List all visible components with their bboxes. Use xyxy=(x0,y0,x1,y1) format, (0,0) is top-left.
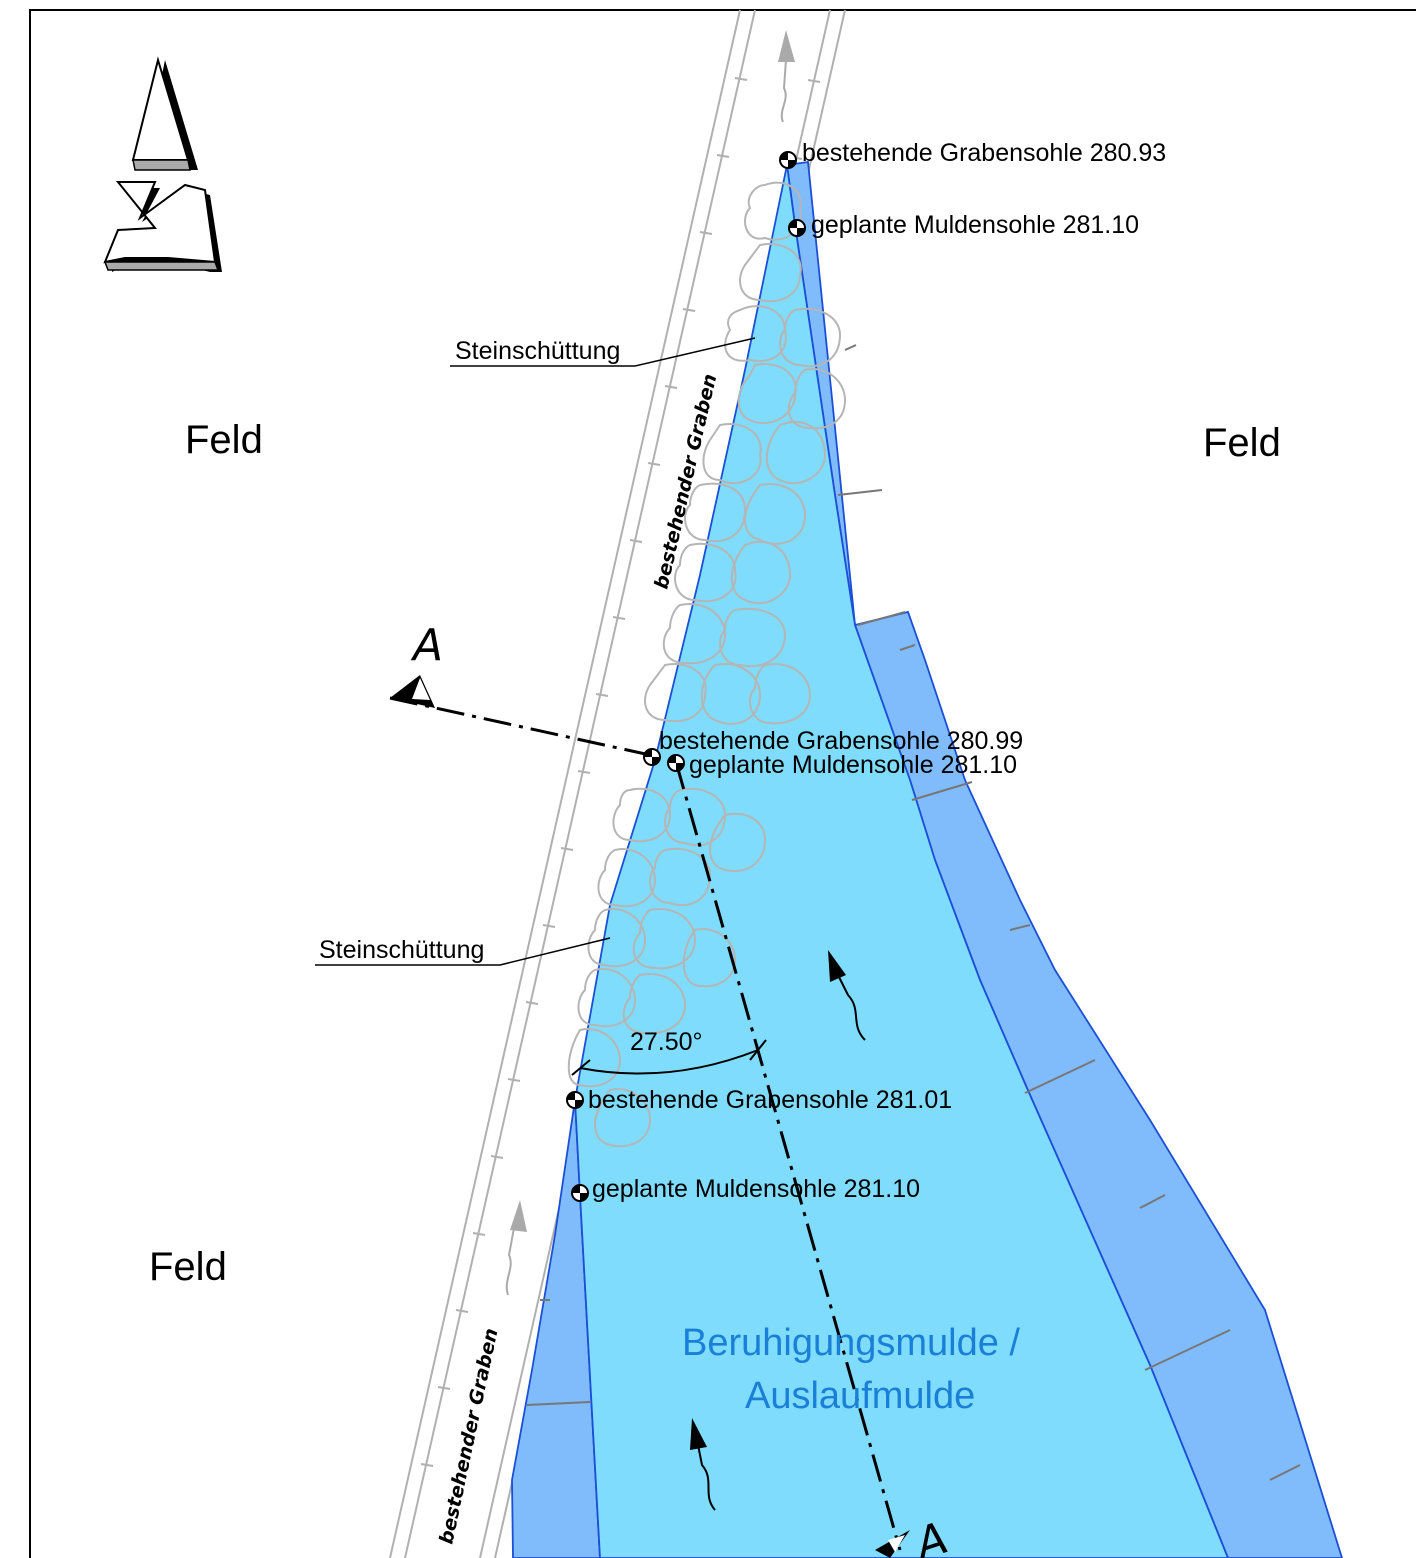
angle-label: 27.50° xyxy=(630,1028,703,1056)
section-marker-icon xyxy=(875,1530,910,1558)
ditch-label-lower: bestehender Graben xyxy=(435,1326,502,1546)
angle-dimension xyxy=(571,1039,767,1076)
survey-point-icon xyxy=(643,748,661,766)
point-label: bestehende Grabensohle 280.99 xyxy=(659,727,1023,755)
survey-point-icon xyxy=(566,1091,584,1109)
stone-fill-upper xyxy=(644,181,847,725)
survey-point-icon xyxy=(788,219,806,237)
survey-point-icon xyxy=(571,1184,589,1202)
survey-point-icon xyxy=(667,754,685,772)
point-label: geplante Muldensohle 281.10 xyxy=(592,1175,920,1203)
slope-hatching xyxy=(526,344,1301,1481)
field-label-west-upper: Feld xyxy=(185,418,263,462)
section-marker-icon xyxy=(390,675,435,708)
north-arrow-icon xyxy=(103,56,222,272)
basin-label-line1: Beruhigungsmulde / xyxy=(682,1322,1020,1364)
leader-lines xyxy=(315,337,756,966)
flow-arrow-icon xyxy=(690,1418,716,1511)
field-label-east: Feld xyxy=(1203,421,1281,465)
point-label: bestehende Grabensohle 281.01 xyxy=(588,1086,952,1114)
survey-point-icon xyxy=(779,151,797,169)
section-line xyxy=(389,696,902,1551)
drawing-frame xyxy=(29,9,1416,1558)
basin-area xyxy=(574,164,1229,1558)
flow-arrow-icon xyxy=(778,30,795,123)
stone-fill-label-lower: Steinschüttung xyxy=(319,936,484,964)
point-label: geplante Muldensohle 281.10 xyxy=(811,211,1139,239)
stone-fill-label-upper: Steinschüttung xyxy=(455,337,620,365)
flow-arrow-icon xyxy=(505,1200,527,1296)
section-label-a-upper: A xyxy=(410,620,443,671)
point-label: geplante Muldensohle 281.10 xyxy=(689,751,1017,779)
point-label: bestehende Grabensohle 280.93 xyxy=(802,139,1166,167)
stone-fill-lower xyxy=(567,787,767,1148)
field-label-west-lower: Feld xyxy=(149,1245,227,1289)
basin-label-line2: Auslaufmulde xyxy=(745,1375,975,1417)
flow-arrow-icon xyxy=(828,950,866,1041)
